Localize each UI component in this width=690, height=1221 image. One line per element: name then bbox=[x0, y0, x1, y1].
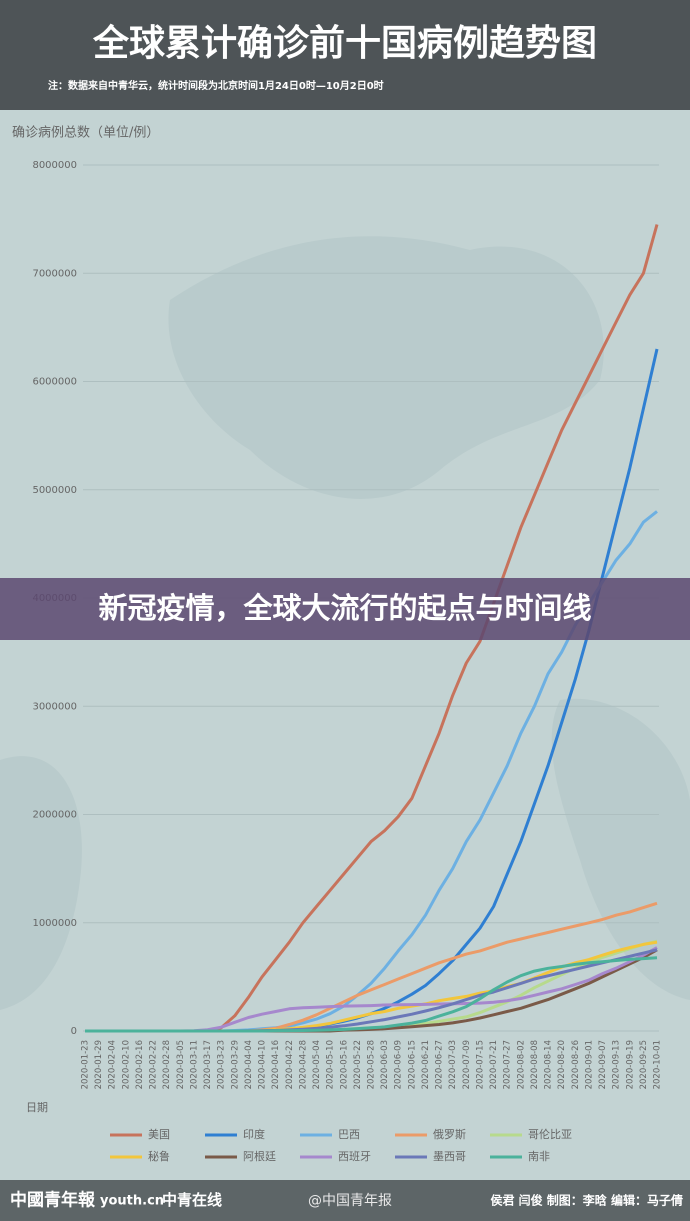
y-tick-label: 2000000 bbox=[32, 810, 77, 821]
x-tick-label: 2020-06-27 bbox=[435, 1040, 445, 1089]
x-tick-label: 2020-06-09 bbox=[394, 1040, 404, 1089]
x-tick-label: 2020-04-22 bbox=[285, 1040, 295, 1089]
plot: 0100000020000003000000400000050000006000… bbox=[32, 160, 662, 1089]
chart-subtitle: 注：数据来自中青华云，统计时间段为北京时间1月24日0时—10月2日0时 bbox=[48, 79, 384, 92]
legend-label: 俄罗斯 bbox=[433, 1128, 466, 1141]
chart-title: 全球累计确诊前十国病例趋势图 bbox=[92, 22, 597, 64]
x-axis-label: 日期 bbox=[26, 1101, 48, 1114]
x-tick-label: 2020-09-19 bbox=[625, 1040, 635, 1089]
x-tick-label: 2020-02-28 bbox=[162, 1040, 172, 1089]
y-tick-label: 0 bbox=[71, 1026, 77, 1037]
x-tick-label: 2020-02-16 bbox=[135, 1040, 145, 1089]
x-tick-label: 2020-02-04 bbox=[108, 1040, 118, 1089]
x-tick-label: 2020-05-10 bbox=[326, 1040, 336, 1089]
x-tick-label: 2020-07-15 bbox=[475, 1040, 485, 1089]
x-tick-label: 2020-08-26 bbox=[571, 1040, 581, 1089]
footer-logo: 中國青年報 bbox=[10, 1190, 96, 1211]
legend-label: 巴西 bbox=[338, 1128, 360, 1141]
x-tick-label: 2020-04-28 bbox=[298, 1040, 308, 1089]
x-tick-label: 2020-02-10 bbox=[121, 1040, 131, 1089]
footer-watermark: @中国青年报 bbox=[308, 1193, 392, 1209]
x-tick-label: 2020-05-04 bbox=[312, 1040, 322, 1089]
footer-logo: 中青在线 bbox=[162, 1191, 222, 1209]
y-axis-label: 确诊病例总数（单位/例） bbox=[12, 126, 159, 141]
x-tick-label: 2020-05-28 bbox=[367, 1040, 377, 1089]
legend-label: 美国 bbox=[148, 1128, 170, 1141]
x-tick-label: 2020-06-03 bbox=[380, 1040, 390, 1089]
x-tick-label: 2020-03-29 bbox=[230, 1040, 240, 1089]
x-tick-label: 2020-04-04 bbox=[244, 1040, 254, 1089]
header-band bbox=[0, 0, 690, 110]
map-shape bbox=[551, 698, 690, 1000]
map-shape bbox=[0, 756, 82, 1010]
x-tick-label: 2020-07-21 bbox=[489, 1040, 499, 1089]
legend-label: 秘鲁 bbox=[148, 1149, 170, 1163]
legend-label: 南非 bbox=[528, 1150, 550, 1163]
x-tick-label: 2020-03-05 bbox=[176, 1040, 186, 1089]
series-line bbox=[85, 956, 658, 1033]
x-tick-label: 2020-05-16 bbox=[339, 1040, 349, 1089]
x-tick-label: 2020-05-22 bbox=[353, 1040, 363, 1089]
x-tick-label: 2020-02-22 bbox=[149, 1040, 159, 1089]
x-tick-label: 2020-07-27 bbox=[503, 1040, 513, 1089]
y-tick-label: 7000000 bbox=[32, 268, 77, 279]
x-tick-label: 2020-04-10 bbox=[258, 1040, 268, 1089]
x-tick-label: 2020-07-09 bbox=[462, 1040, 472, 1089]
x-tick-label: 2020-01-29 bbox=[94, 1040, 104, 1089]
x-tick-label: 2020-10-01 bbox=[653, 1040, 663, 1089]
x-tick-label: 2020-08-14 bbox=[544, 1040, 554, 1089]
x-tick-label: 2020-09-25 bbox=[639, 1040, 649, 1089]
legend-label: 西班牙 bbox=[338, 1150, 371, 1163]
x-tick-label: 2020-06-15 bbox=[407, 1040, 417, 1089]
y-tick-label: 3000000 bbox=[32, 701, 77, 712]
x-tick-label: 2020-03-23 bbox=[217, 1040, 227, 1089]
y-tick-label: 1000000 bbox=[32, 918, 77, 929]
x-tick-label: 2020-09-13 bbox=[612, 1040, 622, 1089]
x-tick-label: 2020-03-17 bbox=[203, 1040, 213, 1089]
x-tick-label: 2020-06-21 bbox=[421, 1040, 431, 1089]
x-tick-label: 2020-09-07 bbox=[598, 1040, 608, 1089]
footer-band bbox=[0, 1180, 690, 1221]
map-shape bbox=[168, 236, 604, 499]
footer-credits: 侯君 闫俊 制图：李晗 编辑：马子倩 bbox=[490, 1193, 683, 1208]
legend-label: 墨西哥 bbox=[433, 1150, 466, 1163]
x-tick-label: 2020-07-03 bbox=[448, 1040, 458, 1089]
banner-band bbox=[0, 578, 690, 640]
legend-label: 哥伦比亚 bbox=[528, 1127, 572, 1141]
x-tick-label: 2020-08-08 bbox=[530, 1040, 540, 1089]
footer-logo: youth.cn bbox=[100, 1194, 164, 1209]
legend-label: 印度 bbox=[243, 1127, 265, 1141]
y-tick-label: 8000000 bbox=[32, 160, 77, 171]
legend-label: 阿根廷 bbox=[243, 1149, 276, 1163]
x-tick-label: 2020-03-11 bbox=[189, 1040, 199, 1089]
x-tick-label: 2020-08-02 bbox=[516, 1040, 526, 1089]
x-tick-label: 2020-09-01 bbox=[584, 1040, 594, 1089]
y-tick-label: 5000000 bbox=[32, 485, 77, 496]
y-tick-label: 6000000 bbox=[32, 377, 77, 388]
banner-title: 新冠疫情，全球大流行的起点与时间线 bbox=[98, 591, 591, 625]
x-tick-label: 2020-01-23 bbox=[81, 1040, 91, 1089]
x-tick-label: 2020-04-16 bbox=[271, 1040, 281, 1089]
x-tick-label: 2020-08-20 bbox=[557, 1040, 567, 1089]
